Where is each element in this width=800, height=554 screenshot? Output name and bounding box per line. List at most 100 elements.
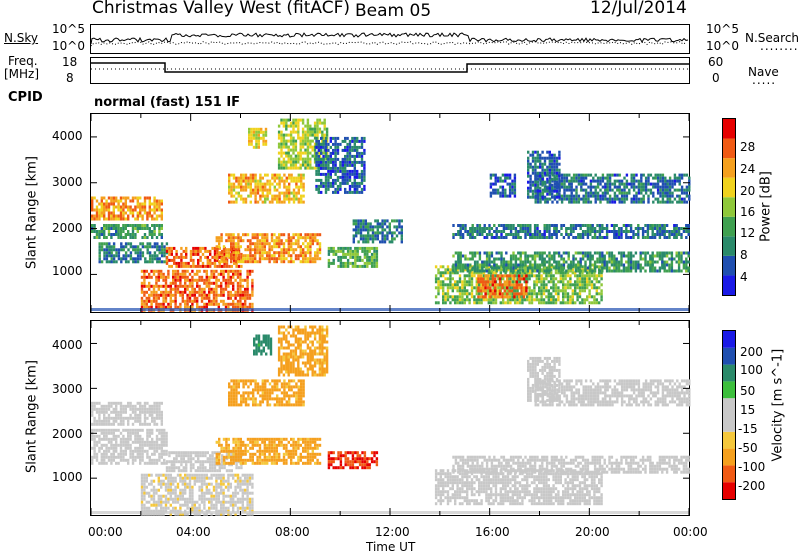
echo-cell — [117, 214, 120, 218]
echo-cell — [355, 222, 358, 226]
echo-cell — [301, 121, 305, 125]
echo-cell — [191, 287, 194, 291]
echo-cell — [160, 260, 164, 264]
echo-cell — [196, 299, 199, 303]
echo-cell — [95, 419, 99, 423]
echo-cell — [228, 191, 231, 195]
power-echo-region — [315, 136, 366, 194]
echo-cell — [502, 266, 506, 270]
echo-cell — [627, 224, 630, 227]
echo-cell — [192, 246, 195, 250]
echo-cell — [598, 286, 601, 290]
echo-cell — [210, 269, 213, 273]
echo-cell — [381, 240, 384, 244]
echo-cell — [620, 188, 624, 192]
echo-cell — [252, 176, 255, 180]
echo-cell — [311, 154, 314, 158]
echo-cell — [353, 160, 356, 164]
echo-cell — [535, 274, 538, 278]
echo-cell — [227, 254, 230, 258]
echo-cell — [275, 245, 278, 249]
echo-cell — [349, 246, 352, 250]
echo-cell — [157, 269, 160, 273]
echo-cell — [466, 298, 469, 302]
echo-cell — [625, 236, 628, 239]
echo-cell — [306, 257, 310, 261]
echo-cell — [105, 407, 108, 411]
echo-cell — [309, 160, 312, 164]
echo-cell — [318, 257, 322, 261]
echo-cell — [538, 301, 541, 305]
echo-cell — [506, 274, 509, 278]
echo-cell — [603, 266, 606, 270]
echo-cell — [601, 254, 604, 258]
echo-cell — [110, 401, 113, 405]
echo-cell — [278, 239, 281, 243]
echo-cell — [141, 208, 144, 212]
echo-cell — [191, 299, 194, 303]
echo-cell — [533, 274, 536, 278]
echo-cell — [658, 236, 662, 239]
echo-cell — [143, 272, 146, 276]
echo-cell — [232, 284, 235, 288]
echo-cell — [654, 173, 657, 177]
echo-cell — [606, 182, 609, 186]
echo-cell — [311, 139, 314, 143]
echo-cell — [604, 197, 607, 201]
echo-cell — [256, 185, 260, 189]
echo-cell — [228, 182, 231, 186]
echo-cell — [356, 264, 359, 268]
echo-cell — [285, 121, 288, 125]
echo-cell — [242, 173, 245, 177]
echo-cell — [379, 225, 382, 229]
echo-cell — [136, 416, 139, 420]
echo-cell — [526, 230, 530, 233]
echo-cell — [553, 182, 557, 186]
echo-cell — [91, 214, 94, 218]
power-echo-region — [489, 173, 517, 198]
xtick-0800: 08:00 — [275, 525, 310, 539]
echo-cell — [563, 173, 566, 177]
echo-cell — [666, 191, 669, 195]
echo-cell — [297, 154, 300, 158]
echo-cell — [271, 182, 274, 186]
echo-cell — [103, 404, 106, 408]
echo-cell — [568, 179, 571, 183]
echo-cell — [124, 205, 127, 209]
echo-cell — [103, 230, 106, 233]
echo-cell — [371, 234, 375, 238]
echo-cell — [578, 277, 582, 281]
echo-cell — [282, 133, 286, 137]
echo-cell — [229, 290, 232, 294]
echo-cell — [174, 299, 177, 303]
echo-cell — [191, 290, 194, 294]
echo-cell — [306, 251, 310, 255]
echo-cell — [352, 237, 355, 241]
echo-cell — [634, 260, 638, 264]
echo-cell — [360, 136, 364, 140]
echo-cell — [480, 298, 483, 302]
echo-cell — [260, 127, 263, 131]
echo-cell — [240, 188, 243, 192]
echo-cell — [547, 301, 550, 305]
echo-cell — [598, 224, 602, 227]
echo-cell — [151, 245, 154, 249]
echo-cell — [651, 233, 654, 236]
echo-cell — [591, 236, 594, 239]
echo-cell — [381, 219, 384, 223]
echo-cell — [227, 233, 230, 237]
echo-cell — [98, 236, 101, 239]
echo-cell — [543, 233, 546, 236]
echo-cell — [222, 287, 225, 291]
echo-cell — [356, 175, 359, 179]
echo-cell — [637, 227, 640, 230]
echo-cell — [571, 289, 574, 293]
echo-cell — [553, 233, 556, 236]
echo-cell — [627, 266, 630, 270]
echo-cell — [368, 258, 371, 262]
echo-cell — [569, 274, 572, 278]
echo-cell — [492, 271, 495, 275]
echo-cell — [306, 157, 310, 161]
echo-cell — [558, 162, 561, 166]
echo-cell — [497, 224, 501, 227]
